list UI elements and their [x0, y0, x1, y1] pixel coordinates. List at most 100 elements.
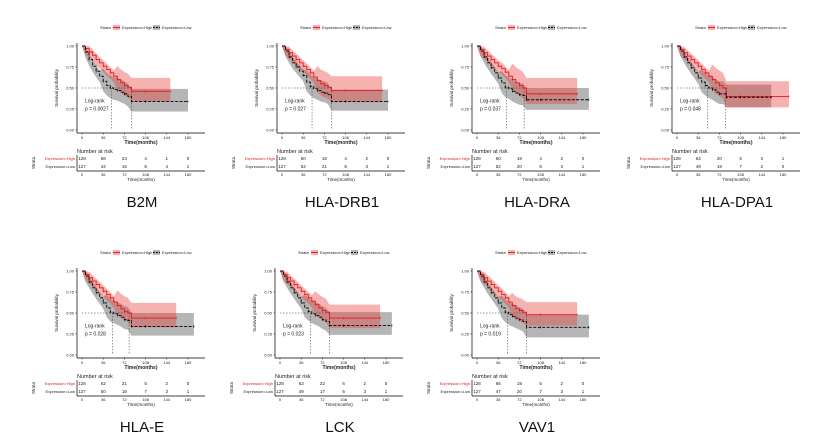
y-tick-label: 0.75 — [266, 65, 275, 70]
risk-count-low: 8 — [144, 164, 147, 169]
risk-x-tick-label: 72 — [717, 172, 722, 177]
risk-x-tick-label: 36 — [299, 397, 304, 402]
risk-x-tick-label: 180 — [580, 172, 587, 177]
x-axis-title: Time(months) — [520, 365, 553, 371]
y-tick-label: 0.50 — [266, 86, 275, 91]
risk-count-high: 4 — [344, 156, 347, 161]
x-tick-label: 108 — [537, 135, 544, 140]
legend-label-high: Expression=High — [517, 25, 547, 30]
legend-label-high: Expression=High — [322, 25, 352, 30]
x-tick-label: 36 — [101, 360, 106, 365]
risk-count-low: 3 — [561, 389, 564, 394]
risk-count-high: 21 — [122, 381, 128, 386]
risk-table-strata-label: Strata — [229, 382, 234, 395]
risk-table-strata-label: Strata — [626, 157, 631, 170]
risk-row-label-low: Expression=Low — [441, 164, 471, 169]
p-value: p = 0.048 — [680, 107, 701, 113]
risk-table-strata-label: Strata — [426, 157, 431, 170]
risk-count-high: 63 — [696, 156, 702, 161]
risk-x-axis-title: Time(months) — [127, 402, 155, 407]
y-tick-label: 1.00 — [266, 44, 275, 49]
x-tick-label: 144 — [361, 360, 368, 365]
ci-band-high — [82, 46, 171, 102]
x-tick-label: 108 — [142, 360, 149, 365]
y-tick-label: 1.00 — [661, 44, 670, 49]
y-tick-label: 1.00 — [461, 269, 470, 274]
y-tick-label: 0.25 — [461, 332, 470, 337]
risk-table-strata-label: Strata — [231, 157, 236, 170]
legend-label-low: Expression=Low — [557, 25, 587, 30]
risk-count-high: 128 — [78, 381, 86, 386]
risk-x-tick-label: 144 — [361, 397, 368, 402]
ci-band-high — [477, 46, 578, 104]
risk-count-low: 18 — [122, 389, 128, 394]
risk-count-low: 8 — [344, 164, 347, 169]
ci-band-low — [677, 46, 772, 108]
risk-table-strata-label: Strata — [31, 157, 36, 170]
risk-count-low: 3 — [166, 389, 169, 394]
y-tick-label: 0.25 — [661, 107, 670, 112]
risk-x-tick-label: 144 — [558, 397, 565, 402]
risk-table-title: Number at risk — [77, 374, 113, 380]
risk-x-tick-label: 144 — [758, 172, 765, 177]
risk-count-high: 0 — [582, 381, 585, 386]
legend-label-low: Expression=Low — [360, 250, 390, 255]
risk-x-tick-label: 108 — [342, 172, 349, 177]
risk-x-tick-label: 36 — [496, 397, 501, 402]
risk-count-low: 3 — [366, 164, 369, 169]
risk-table-title: Number at risk — [275, 374, 311, 380]
risk-x-tick-label: 0 — [81, 397, 84, 402]
y-tick-label: 0.00 — [66, 128, 75, 133]
risk-x-tick-label: 0 — [476, 172, 479, 177]
risk-x-tick-label: 108 — [537, 172, 544, 177]
risk-x-axis-title: Time(months) — [127, 177, 155, 182]
risk-row-label-high: Expression=High — [440, 381, 470, 386]
legend-title: Strata — [100, 25, 111, 30]
risk-count-low: 19 — [717, 164, 723, 169]
risk-count-low: 16 — [122, 164, 128, 169]
risk-count-low: 17 — [320, 389, 326, 394]
risk-count-low: 6 — [342, 389, 345, 394]
logrank-label: Log-rank — [285, 98, 305, 104]
ci-band-low — [477, 271, 589, 338]
legend: Strata Expression=High Expression=Low — [100, 25, 192, 30]
y-tick-label: 0.00 — [661, 128, 670, 133]
x-tick-label: 108 — [142, 135, 149, 140]
risk-count-low: 52 — [496, 164, 502, 169]
x-tick-label: 144 — [163, 135, 170, 140]
risk-count-high: 128 — [673, 156, 681, 161]
x-tick-label: 180 — [185, 135, 192, 140]
gene-label: B2M — [126, 194, 158, 211]
risk-count-low: 1 — [187, 389, 190, 394]
y-axis-title: Survival probability — [649, 68, 654, 107]
risk-count-high: 5 — [539, 381, 542, 386]
risk-count-low: 1 — [385, 389, 388, 394]
legend-title: Strata — [495, 250, 506, 255]
risk-x-tick-label: 180 — [185, 172, 192, 177]
risk-count-low: 44 — [101, 164, 107, 169]
risk-count-low: 127 — [276, 389, 284, 394]
y-tick-label: 0.75 — [264, 290, 273, 295]
risk-count-high: 0 — [582, 156, 585, 161]
ci-band-high — [82, 271, 177, 328]
x-tick-label: 0 — [476, 360, 479, 365]
x-axis-title: Time(months) — [125, 140, 158, 146]
risk-table-strata-label: Strata — [426, 382, 431, 395]
legend-label-low: Expression=Low — [557, 250, 587, 255]
x-tick-label: 180 — [383, 360, 390, 365]
risk-count-high: 62 — [101, 381, 107, 386]
x-axis-title: Time(months) — [325, 140, 358, 146]
x-tick-label: 108 — [537, 360, 544, 365]
risk-x-tick-label: 0 — [281, 172, 284, 177]
risk-row-label-high: Expression=High — [245, 156, 275, 161]
x-tick-label: 108 — [340, 360, 347, 365]
gene-label: LCK — [325, 419, 355, 436]
risk-count-high: 0 — [387, 156, 390, 161]
risk-count-low: 49 — [299, 389, 305, 394]
risk-x-tick-label: 36 — [101, 397, 106, 402]
risk-count-high: 128 — [78, 156, 86, 161]
risk-table-title: Number at risk — [472, 149, 508, 155]
y-tick-label: 0.50 — [461, 311, 470, 316]
risk-x-tick-label: 36 — [496, 172, 501, 177]
y-axis-title: Survival probability — [54, 68, 59, 107]
